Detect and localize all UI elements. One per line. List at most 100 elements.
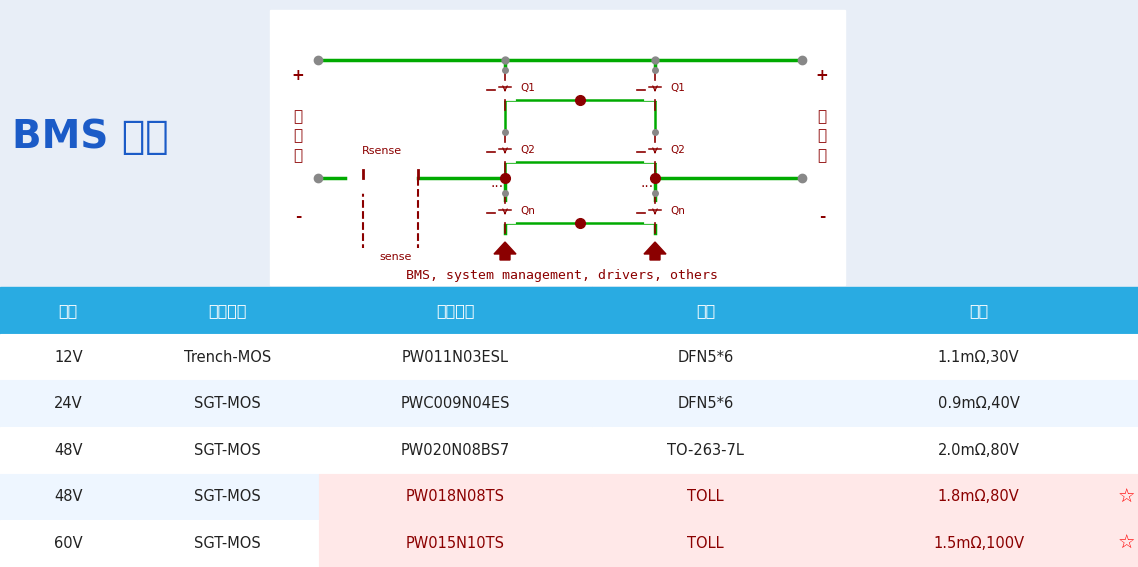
Text: 48V: 48V bbox=[53, 443, 83, 458]
Bar bbox=[592, 521, 819, 567]
Bar bbox=[319, 427, 592, 473]
Bar bbox=[592, 333, 819, 380]
Text: +: + bbox=[816, 69, 828, 83]
Text: 锂
电
池: 锂 电 池 bbox=[817, 109, 826, 163]
Bar bbox=[0, 287, 137, 333]
Text: 60V: 60V bbox=[53, 536, 83, 551]
Bar bbox=[645, 80, 665, 100]
Bar bbox=[348, 164, 415, 192]
Bar bbox=[137, 521, 319, 567]
Bar bbox=[282, 266, 843, 284]
Text: 器件类别: 器件类别 bbox=[208, 303, 247, 318]
Text: ...: ... bbox=[641, 176, 653, 190]
Text: 1.5mΩ,100V: 1.5mΩ,100V bbox=[933, 536, 1024, 551]
Text: Trench-MOS: Trench-MOS bbox=[184, 349, 271, 365]
Text: 48V: 48V bbox=[53, 489, 83, 505]
Text: sense: sense bbox=[379, 252, 412, 262]
Text: ☆: ☆ bbox=[1118, 534, 1135, 553]
Text: BMS 电路: BMS 电路 bbox=[11, 118, 168, 156]
Text: SGT-MOS: SGT-MOS bbox=[195, 396, 261, 411]
Bar bbox=[0, 521, 137, 567]
Bar bbox=[592, 427, 819, 473]
FancyArrow shape bbox=[494, 242, 516, 260]
Text: ...: ... bbox=[490, 176, 503, 190]
Text: 1.1mΩ,30V: 1.1mΩ,30V bbox=[938, 349, 1020, 365]
Text: +: + bbox=[291, 69, 304, 83]
Text: TOLL: TOLL bbox=[687, 536, 724, 551]
Bar bbox=[495, 142, 516, 162]
Bar bbox=[278, 30, 318, 262]
Bar bbox=[819, 427, 1138, 473]
Text: Q2: Q2 bbox=[520, 145, 535, 155]
Bar bbox=[137, 427, 319, 473]
Text: PW015N10TS: PW015N10TS bbox=[406, 536, 504, 551]
Text: PW011N03ESL: PW011N03ESL bbox=[402, 349, 509, 365]
Text: 平伟型号: 平伟型号 bbox=[436, 303, 475, 318]
Text: 规格: 规格 bbox=[970, 303, 988, 318]
Bar bbox=[319, 333, 592, 380]
Bar bbox=[802, 30, 842, 262]
Bar bbox=[822, 476, 1136, 518]
Text: Q1: Q1 bbox=[520, 83, 535, 93]
Bar bbox=[819, 521, 1138, 567]
Text: DFN5*6: DFN5*6 bbox=[677, 349, 734, 365]
Text: PW018N08TS: PW018N08TS bbox=[406, 489, 504, 505]
Text: 0.9mΩ,40V: 0.9mΩ,40V bbox=[938, 396, 1020, 411]
Bar bbox=[594, 476, 817, 518]
Text: ☆: ☆ bbox=[1118, 488, 1135, 506]
Bar bbox=[321, 476, 589, 518]
Text: 2.0mΩ,80V: 2.0mΩ,80V bbox=[938, 443, 1020, 458]
Bar bbox=[0, 333, 137, 380]
Bar bbox=[592, 380, 819, 427]
Text: -: - bbox=[819, 209, 825, 223]
Bar bbox=[645, 203, 665, 223]
Bar bbox=[321, 522, 589, 565]
Bar bbox=[319, 380, 592, 427]
Text: Q1: Q1 bbox=[670, 83, 685, 93]
Bar bbox=[822, 522, 1136, 565]
Bar bbox=[137, 473, 319, 521]
Bar bbox=[0, 473, 137, 521]
Text: 1.8mΩ,80V: 1.8mΩ,80V bbox=[938, 489, 1020, 505]
Text: BMS, system management, drivers, others: BMS, system management, drivers, others bbox=[406, 269, 718, 281]
Text: Rsense: Rsense bbox=[362, 146, 402, 156]
Bar bbox=[270, 10, 846, 285]
Bar bbox=[495, 80, 516, 100]
Bar bbox=[319, 521, 592, 567]
Bar bbox=[819, 380, 1138, 427]
Text: PW020N08BS7: PW020N08BS7 bbox=[401, 443, 510, 458]
Bar bbox=[462, 65, 706, 240]
Bar bbox=[495, 203, 516, 223]
Text: -: - bbox=[295, 209, 302, 223]
Text: 24V: 24V bbox=[53, 396, 83, 411]
Text: TO-263-7L: TO-263-7L bbox=[667, 443, 744, 458]
Bar bbox=[645, 142, 665, 162]
Text: Qn: Qn bbox=[670, 206, 685, 216]
FancyArrow shape bbox=[644, 242, 666, 260]
Bar bbox=[137, 333, 319, 380]
Text: PWC009N04ES: PWC009N04ES bbox=[401, 396, 510, 411]
Bar bbox=[137, 380, 319, 427]
Text: 封装: 封装 bbox=[696, 303, 715, 318]
Text: SGT-MOS: SGT-MOS bbox=[195, 443, 261, 458]
Text: Qn: Qn bbox=[520, 206, 535, 216]
Text: 应用: 应用 bbox=[59, 303, 77, 318]
Text: TOLL: TOLL bbox=[687, 489, 724, 505]
Bar bbox=[592, 473, 819, 521]
Text: SGT-MOS: SGT-MOS bbox=[195, 536, 261, 551]
Bar bbox=[819, 473, 1138, 521]
Bar bbox=[819, 287, 1138, 333]
Text: 充
电
器: 充 电 器 bbox=[294, 109, 303, 163]
Bar bbox=[0, 427, 137, 473]
Bar bbox=[819, 333, 1138, 380]
Text: SGT-MOS: SGT-MOS bbox=[195, 489, 261, 505]
Bar bbox=[137, 287, 319, 333]
Bar bbox=[0, 380, 137, 427]
Text: Q2: Q2 bbox=[670, 145, 685, 155]
Text: DFN5*6: DFN5*6 bbox=[677, 396, 734, 411]
Bar bbox=[319, 473, 592, 521]
Text: 12V: 12V bbox=[53, 349, 83, 365]
Bar bbox=[319, 287, 592, 333]
Bar bbox=[592, 287, 819, 333]
Bar bbox=[594, 522, 817, 565]
